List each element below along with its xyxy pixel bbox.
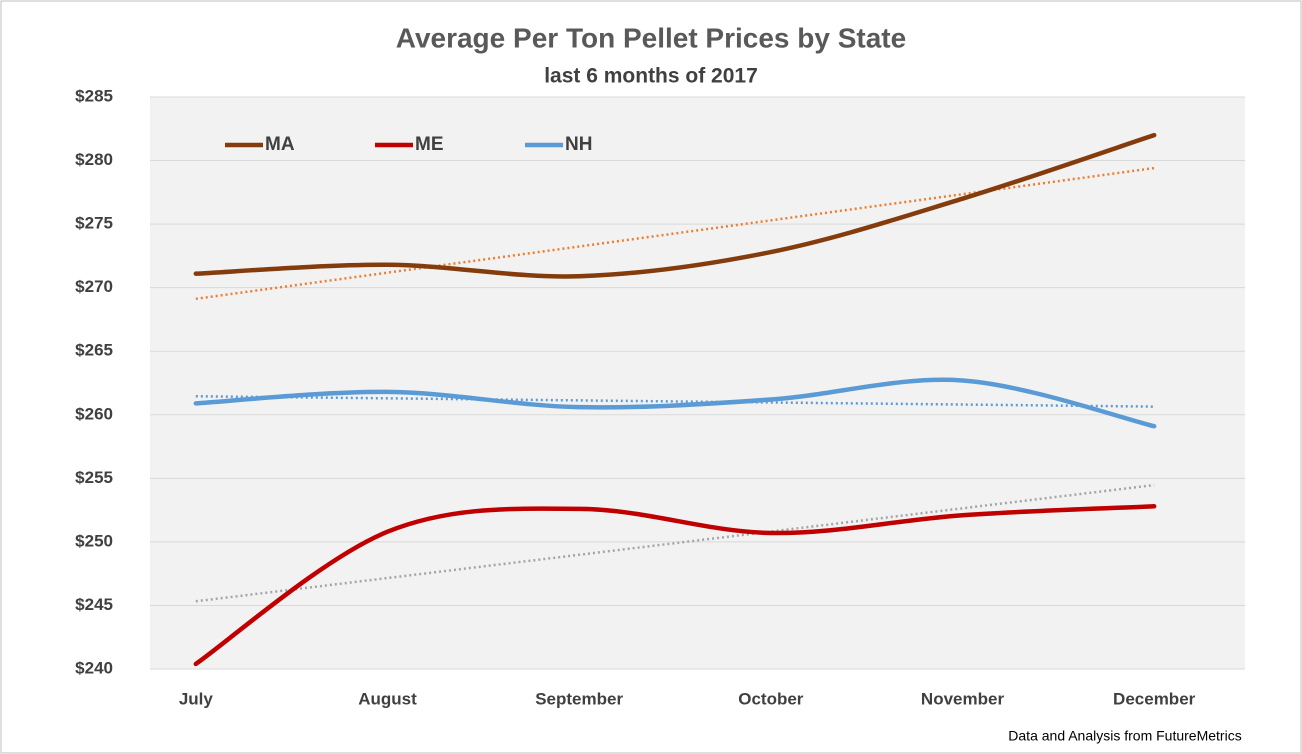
x-tick-label: August (358, 689, 417, 708)
legend-label: MA (265, 134, 295, 155)
chart-title: Average Per Ton Pellet Prices by State (396, 22, 906, 53)
source-note: Data and Analysis from FutureMetrics (1008, 728, 1241, 744)
y-tick-label: $260 (75, 404, 113, 423)
y-tick-label: $245 (75, 595, 113, 614)
series-line (193, 377, 1157, 429)
series-line (193, 504, 1157, 667)
y-tick-label: $240 (75, 658, 113, 677)
y-tick-label: $265 (75, 341, 113, 360)
x-tick-label: September (535, 689, 623, 708)
y-tick-label: $270 (75, 277, 113, 296)
y-tick-label: $255 (75, 468, 113, 487)
x-tick-label: October (738, 689, 804, 708)
y-tick-label: $250 (75, 531, 113, 550)
y-tick-label: $275 (75, 214, 113, 233)
x-tick-label: December (1113, 689, 1196, 708)
legend-label: ME (415, 134, 444, 155)
y-tick-label: $280 (75, 150, 113, 169)
legend-label: NH (565, 134, 592, 155)
chart-subtitle: last 6 months of 2017 (544, 65, 758, 88)
x-tick-label: July (179, 689, 214, 708)
trend-line (195, 483, 1155, 603)
x-tick-label: November (921, 689, 1005, 708)
y-tick-label: $285 (75, 86, 113, 105)
series-line (193, 132, 1157, 279)
plot-area (150, 97, 1245, 669)
